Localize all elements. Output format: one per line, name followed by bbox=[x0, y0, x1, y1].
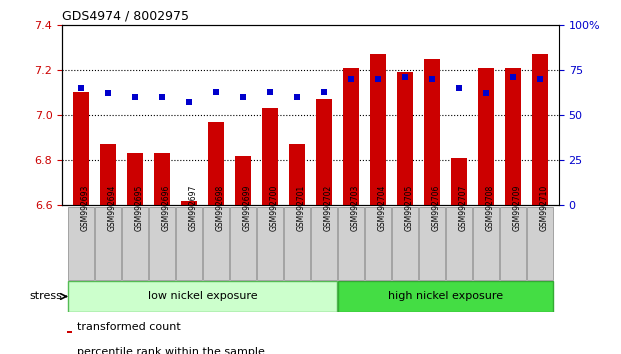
Text: GSM992707: GSM992707 bbox=[459, 184, 468, 231]
Point bbox=[103, 91, 113, 96]
Point bbox=[373, 76, 383, 82]
Text: GSM992695: GSM992695 bbox=[135, 184, 144, 231]
Text: GSM992704: GSM992704 bbox=[378, 184, 387, 231]
Point bbox=[130, 94, 140, 100]
Point bbox=[238, 94, 248, 100]
Bar bbox=[505, 68, 521, 205]
Text: GDS4974 / 8002975: GDS4974 / 8002975 bbox=[62, 9, 189, 22]
Text: low nickel exposure: low nickel exposure bbox=[148, 291, 257, 302]
FancyBboxPatch shape bbox=[176, 207, 202, 280]
Bar bbox=[154, 153, 170, 205]
FancyBboxPatch shape bbox=[419, 207, 445, 280]
Bar bbox=[235, 156, 251, 205]
FancyBboxPatch shape bbox=[68, 207, 94, 280]
Point bbox=[400, 74, 410, 80]
Bar bbox=[208, 122, 224, 205]
FancyBboxPatch shape bbox=[95, 207, 121, 280]
Point bbox=[157, 94, 167, 100]
Point bbox=[265, 89, 275, 95]
Point bbox=[535, 76, 545, 82]
Point bbox=[427, 76, 437, 82]
FancyBboxPatch shape bbox=[365, 207, 391, 280]
Text: GSM992703: GSM992703 bbox=[351, 184, 360, 231]
FancyBboxPatch shape bbox=[338, 207, 364, 280]
Bar bbox=[181, 201, 197, 205]
FancyBboxPatch shape bbox=[392, 207, 418, 280]
Bar bbox=[424, 59, 440, 205]
Point bbox=[508, 74, 518, 80]
Point bbox=[76, 85, 86, 91]
FancyBboxPatch shape bbox=[68, 281, 337, 312]
FancyBboxPatch shape bbox=[122, 207, 148, 280]
Text: GSM992702: GSM992702 bbox=[324, 184, 333, 231]
Bar bbox=[127, 153, 143, 205]
FancyBboxPatch shape bbox=[500, 207, 526, 280]
Bar bbox=[73, 92, 89, 205]
Text: high nickel exposure: high nickel exposure bbox=[388, 291, 503, 302]
FancyBboxPatch shape bbox=[338, 281, 553, 312]
Text: GSM992700: GSM992700 bbox=[270, 184, 279, 231]
Point bbox=[184, 99, 194, 105]
Text: GSM992698: GSM992698 bbox=[216, 184, 225, 231]
Point bbox=[346, 76, 356, 82]
Text: GSM992697: GSM992697 bbox=[189, 184, 198, 231]
Text: GSM992705: GSM992705 bbox=[405, 184, 414, 231]
Bar bbox=[532, 54, 548, 205]
Bar bbox=[100, 144, 116, 205]
Bar bbox=[370, 54, 386, 205]
Text: GSM992706: GSM992706 bbox=[432, 184, 441, 231]
Bar bbox=[262, 108, 278, 205]
Point bbox=[211, 89, 221, 95]
Text: GSM992699: GSM992699 bbox=[243, 184, 252, 231]
Text: GSM992696: GSM992696 bbox=[162, 184, 171, 231]
FancyBboxPatch shape bbox=[230, 207, 256, 280]
FancyBboxPatch shape bbox=[203, 207, 229, 280]
FancyBboxPatch shape bbox=[284, 207, 310, 280]
Bar bbox=[67, 331, 72, 333]
Text: percentile rank within the sample: percentile rank within the sample bbox=[77, 347, 265, 354]
FancyBboxPatch shape bbox=[527, 207, 553, 280]
FancyBboxPatch shape bbox=[149, 207, 175, 280]
Text: GSM992709: GSM992709 bbox=[513, 184, 522, 231]
Point bbox=[319, 89, 329, 95]
Bar bbox=[451, 158, 467, 205]
Text: GSM992693: GSM992693 bbox=[81, 184, 90, 231]
Point bbox=[292, 94, 302, 100]
Text: stress: stress bbox=[30, 291, 63, 302]
Point bbox=[454, 85, 464, 91]
Point bbox=[481, 91, 491, 96]
FancyBboxPatch shape bbox=[473, 207, 499, 280]
Bar bbox=[397, 72, 413, 205]
Text: GSM992710: GSM992710 bbox=[540, 184, 549, 231]
Bar bbox=[316, 99, 332, 205]
Text: transformed count: transformed count bbox=[77, 322, 181, 332]
Text: GSM992708: GSM992708 bbox=[486, 184, 495, 231]
Bar bbox=[478, 68, 494, 205]
FancyBboxPatch shape bbox=[446, 207, 472, 280]
FancyBboxPatch shape bbox=[257, 207, 283, 280]
Bar bbox=[343, 68, 359, 205]
Text: GSM992701: GSM992701 bbox=[297, 184, 306, 231]
Text: GSM992694: GSM992694 bbox=[108, 184, 117, 231]
FancyBboxPatch shape bbox=[311, 207, 337, 280]
Bar bbox=[289, 144, 305, 205]
